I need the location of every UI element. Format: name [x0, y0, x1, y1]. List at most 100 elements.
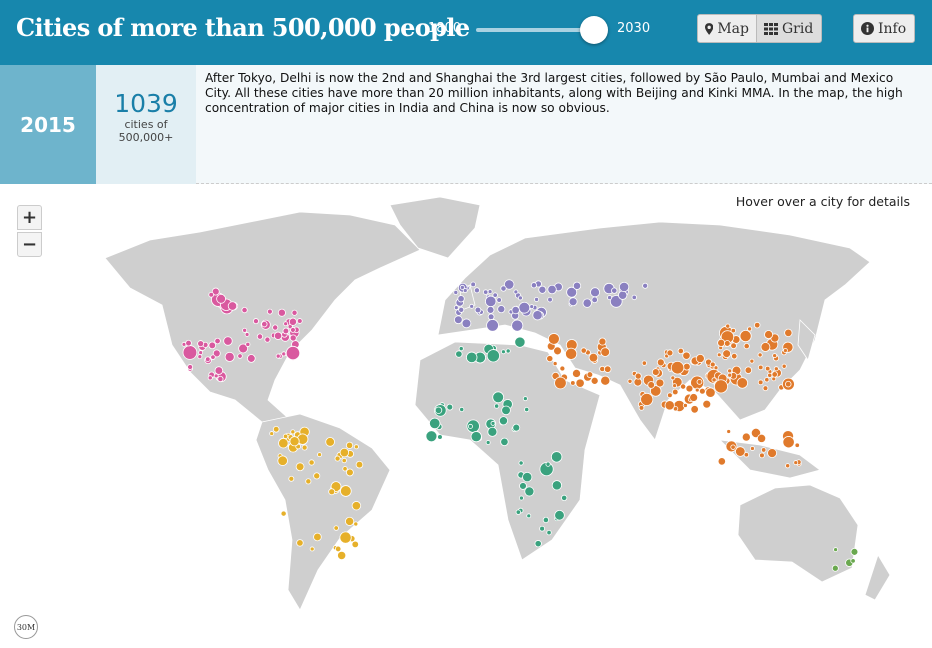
city-dot[interactable] — [334, 545, 342, 553]
city-dot[interactable] — [667, 392, 673, 399]
city-dot[interactable] — [547, 296, 553, 303]
city-dot[interactable] — [272, 324, 279, 331]
city-dot[interactable] — [437, 434, 443, 440]
city-dot[interactable] — [470, 431, 482, 443]
city-dot[interactable] — [205, 356, 211, 362]
city-dot[interactable] — [277, 455, 288, 466]
city-dot[interactable] — [568, 297, 578, 307]
city-dot[interactable] — [342, 466, 348, 472]
city-dot[interactable] — [288, 317, 297, 326]
zoom-in[interactable]: + — [17, 205, 42, 230]
city-dot[interactable] — [682, 402, 688, 408]
city-dot[interactable] — [666, 349, 674, 357]
city-dot[interactable] — [850, 548, 859, 556]
city-dot[interactable] — [618, 290, 628, 300]
city-dot[interactable] — [272, 425, 280, 433]
city-dot[interactable] — [744, 366, 753, 374]
city-dot[interactable] — [514, 336, 526, 348]
city-dot[interactable] — [505, 348, 511, 354]
city-dot[interactable] — [187, 364, 194, 370]
city-dot[interactable] — [529, 304, 535, 310]
city-dot[interactable] — [550, 451, 563, 463]
city-dot[interactable] — [453, 290, 459, 295]
city-dot[interactable] — [767, 372, 773, 378]
city-dot[interactable] — [519, 482, 527, 490]
city-dot[interactable] — [518, 495, 524, 501]
city-dot[interactable] — [785, 380, 792, 388]
city-dot[interactable] — [656, 358, 665, 367]
city-dot[interactable] — [716, 352, 722, 358]
city-dot[interactable] — [833, 547, 839, 553]
city-dot[interactable] — [246, 354, 256, 363]
city-dot[interactable] — [582, 298, 592, 308]
city-dot[interactable] — [772, 353, 778, 359]
city-dot[interactable] — [642, 282, 649, 289]
city-dot[interactable] — [590, 376, 599, 385]
city-dot[interactable] — [609, 295, 623, 308]
city-dot[interactable] — [470, 281, 476, 288]
city-dot[interactable] — [296, 318, 303, 324]
city-dot[interactable] — [611, 287, 618, 294]
city-dot[interactable] — [339, 447, 350, 458]
city-dot[interactable] — [458, 346, 464, 352]
city-dot[interactable] — [242, 327, 248, 333]
city-dot[interactable] — [496, 297, 502, 303]
city-dot[interactable] — [345, 441, 354, 449]
city-dot[interactable] — [264, 336, 271, 343]
city-dot[interactable] — [711, 377, 717, 383]
city-dot[interactable] — [640, 392, 654, 406]
city-dot[interactable] — [725, 323, 731, 329]
city-dot[interactable] — [214, 337, 221, 345]
city-dot[interactable] — [224, 351, 235, 362]
city-dot[interactable] — [850, 558, 856, 564]
city-dot[interactable] — [282, 327, 290, 335]
city-dot[interactable] — [487, 289, 493, 295]
city-dot[interactable] — [586, 371, 594, 378]
city-dot[interactable] — [534, 540, 542, 548]
city-dot[interactable] — [266, 308, 273, 315]
city-dot[interactable] — [532, 310, 543, 321]
city-dot[interactable] — [518, 301, 531, 314]
city-dot[interactable] — [213, 373, 219, 379]
city-dot[interactable] — [208, 341, 217, 350]
city-dot[interactable] — [591, 296, 598, 304]
city-dot[interactable] — [651, 368, 660, 376]
city-dot[interactable] — [317, 452, 322, 458]
city-dot[interactable] — [572, 281, 582, 290]
city-dot[interactable] — [305, 478, 312, 485]
city-dot[interactable] — [214, 366, 224, 375]
city-dot[interactable] — [685, 384, 694, 393]
city-dot[interactable] — [696, 378, 703, 385]
city-dot[interactable] — [469, 303, 475, 309]
city-dot[interactable] — [530, 282, 537, 289]
city-dot[interactable] — [492, 292, 498, 298]
city-dot[interactable] — [313, 472, 321, 480]
city-dot[interactable] — [216, 294, 226, 304]
city-dot[interactable] — [241, 306, 248, 314]
city-dot[interactable] — [526, 513, 532, 519]
city-dot[interactable] — [238, 343, 249, 354]
city-dot[interactable] — [482, 289, 489, 295]
city-dot[interactable] — [547, 284, 557, 295]
city-dot[interactable] — [759, 452, 765, 459]
city-dot[interactable] — [511, 319, 524, 332]
city-dot[interactable] — [334, 455, 341, 462]
city-dot[interactable] — [782, 436, 795, 449]
city-dot[interactable] — [494, 403, 500, 409]
city-dot[interactable] — [207, 375, 213, 381]
city-dot[interactable] — [689, 393, 699, 402]
city-dot[interactable] — [273, 331, 283, 340]
city-dot[interactable] — [290, 327, 296, 333]
city-dot[interactable] — [607, 295, 613, 301]
city-dot[interactable] — [517, 295, 523, 301]
city-dot[interactable] — [285, 345, 301, 361]
city-dot[interactable] — [561, 494, 568, 502]
city-dot[interactable] — [682, 362, 691, 371]
city-dot[interactable] — [446, 403, 454, 411]
city-dot[interactable] — [546, 355, 554, 363]
city-dot[interactable] — [548, 333, 560, 345]
city-dot[interactable] — [185, 339, 192, 347]
city-dot[interactable] — [773, 366, 779, 372]
city-dot[interactable] — [504, 279, 515, 290]
city-dot[interactable] — [677, 347, 684, 355]
